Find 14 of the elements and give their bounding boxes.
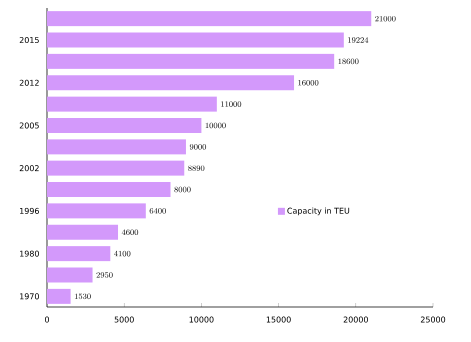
bar [47,203,146,218]
bar [47,288,71,304]
bar [47,54,334,69]
bar [47,75,294,90]
bar [47,267,93,282]
bar [47,160,184,176]
bar [47,139,186,154]
bar [47,118,202,133]
bar [47,246,110,262]
bar [47,11,372,26]
bar [47,224,118,240]
bar [47,182,171,198]
bar [47,32,344,48]
bar [47,96,217,112]
